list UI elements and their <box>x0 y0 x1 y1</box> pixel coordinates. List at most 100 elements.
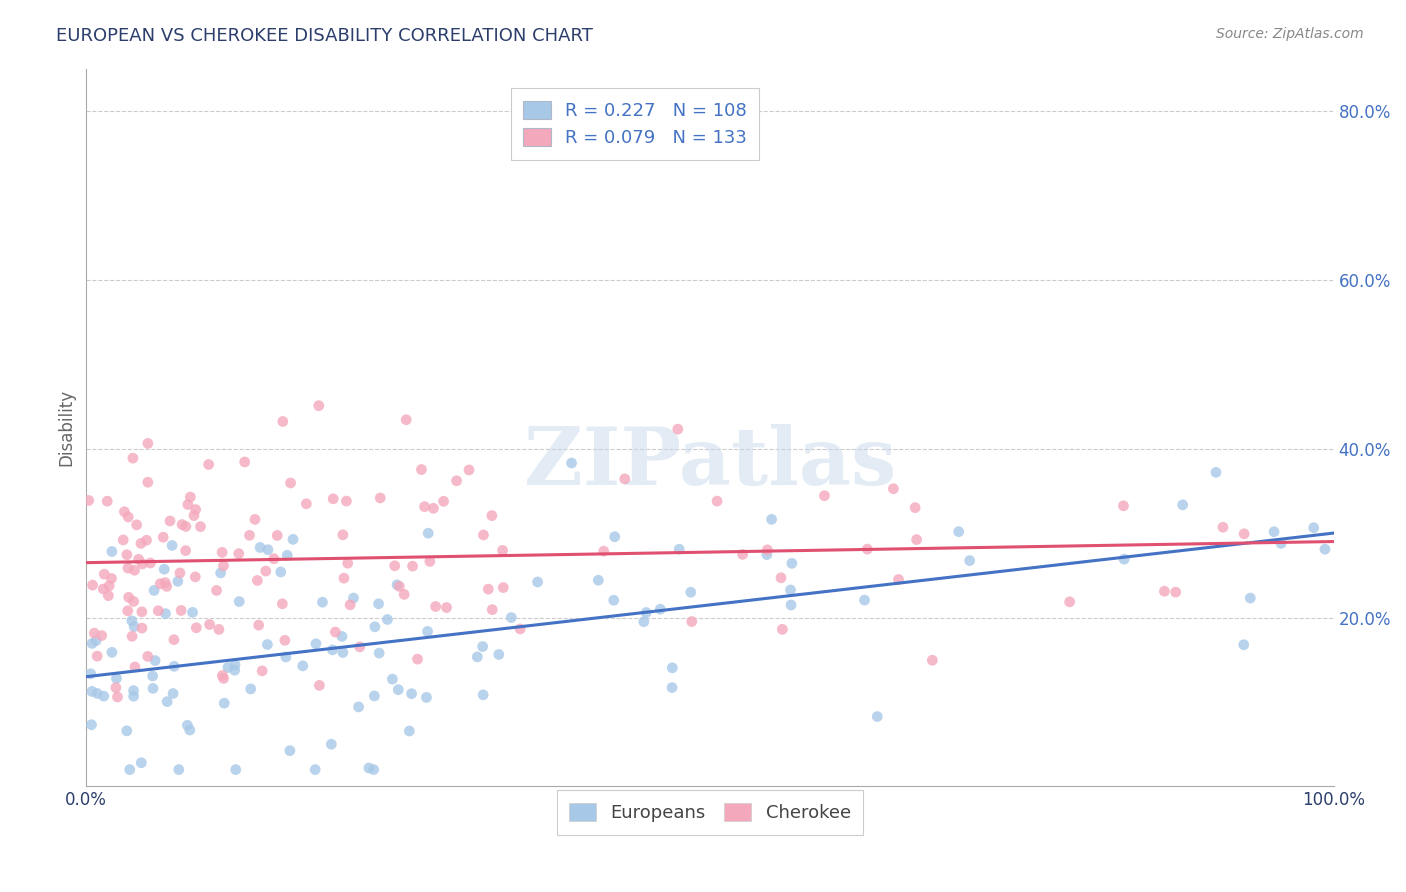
Point <box>887 573 910 587</box>
Point <box>122 690 145 704</box>
Point <box>339 598 361 612</box>
Point <box>238 528 260 542</box>
Point <box>112 533 135 547</box>
Point <box>856 542 879 557</box>
Point <box>163 632 186 647</box>
Point <box>381 672 404 686</box>
Point <box>136 436 159 450</box>
Point <box>101 544 124 558</box>
Point <box>363 763 385 777</box>
Point <box>122 619 145 633</box>
Point <box>401 687 423 701</box>
Point <box>82 578 104 592</box>
Point <box>115 548 138 562</box>
Point <box>813 489 835 503</box>
Point <box>197 458 219 472</box>
Point <box>280 475 302 490</box>
Point <box>142 669 165 683</box>
Point <box>136 475 159 490</box>
Point <box>131 621 153 635</box>
Point <box>904 500 927 515</box>
Point <box>249 541 271 555</box>
Point <box>311 595 333 609</box>
Point <box>214 696 236 710</box>
Point <box>153 575 176 590</box>
Point <box>184 570 207 584</box>
Point <box>323 625 346 640</box>
Point <box>276 549 298 563</box>
Point <box>121 614 143 628</box>
Point <box>1153 584 1175 599</box>
Point <box>183 508 205 523</box>
Point <box>156 579 179 593</box>
Point <box>471 640 494 654</box>
Point <box>588 573 610 587</box>
Point <box>731 547 754 561</box>
Point <box>84 633 107 648</box>
Point <box>281 533 304 547</box>
Point <box>948 524 970 539</box>
Point <box>114 505 136 519</box>
Point <box>139 556 162 570</box>
Point <box>305 637 328 651</box>
Point <box>481 508 503 523</box>
Point <box>769 571 792 585</box>
Point <box>1171 498 1194 512</box>
Point <box>97 589 120 603</box>
Point <box>422 501 444 516</box>
Point <box>1059 595 1081 609</box>
Point <box>228 594 250 608</box>
Point <box>160 539 183 553</box>
Point <box>770 623 793 637</box>
Point <box>349 640 371 654</box>
Point <box>368 646 391 660</box>
Point <box>488 648 510 662</box>
Point <box>650 602 672 616</box>
Point <box>80 666 103 681</box>
Point <box>270 565 292 579</box>
Point <box>333 571 356 585</box>
Point <box>121 629 143 643</box>
Point <box>77 493 100 508</box>
Point <box>1302 521 1324 535</box>
Point <box>959 553 981 567</box>
Point <box>603 593 626 607</box>
Point <box>561 456 583 470</box>
Point <box>190 519 212 533</box>
Point <box>186 621 208 635</box>
Point <box>433 494 456 508</box>
Point <box>395 413 418 427</box>
Point <box>80 684 103 698</box>
Point <box>633 615 655 629</box>
Point <box>247 618 270 632</box>
Point <box>509 622 531 636</box>
Point <box>152 530 174 544</box>
Point <box>205 583 228 598</box>
Point <box>419 554 441 568</box>
Point <box>162 686 184 700</box>
Point <box>163 659 186 673</box>
Point <box>330 629 353 643</box>
Point <box>526 574 548 589</box>
Point <box>1270 536 1292 550</box>
Point <box>266 528 288 542</box>
Point <box>321 737 343 751</box>
Point <box>347 699 370 714</box>
Point <box>129 536 152 550</box>
Point <box>681 615 703 629</box>
Point <box>217 660 239 674</box>
Point <box>278 744 301 758</box>
Point <box>118 763 141 777</box>
Point <box>107 690 129 704</box>
Point <box>592 544 614 558</box>
Point <box>136 649 159 664</box>
Point <box>184 502 207 516</box>
Point <box>425 599 447 614</box>
Point <box>82 636 104 650</box>
Point <box>755 548 778 562</box>
Point <box>392 587 415 601</box>
Point <box>80 717 103 731</box>
Point <box>492 581 515 595</box>
Point <box>93 567 115 582</box>
Point <box>780 598 803 612</box>
